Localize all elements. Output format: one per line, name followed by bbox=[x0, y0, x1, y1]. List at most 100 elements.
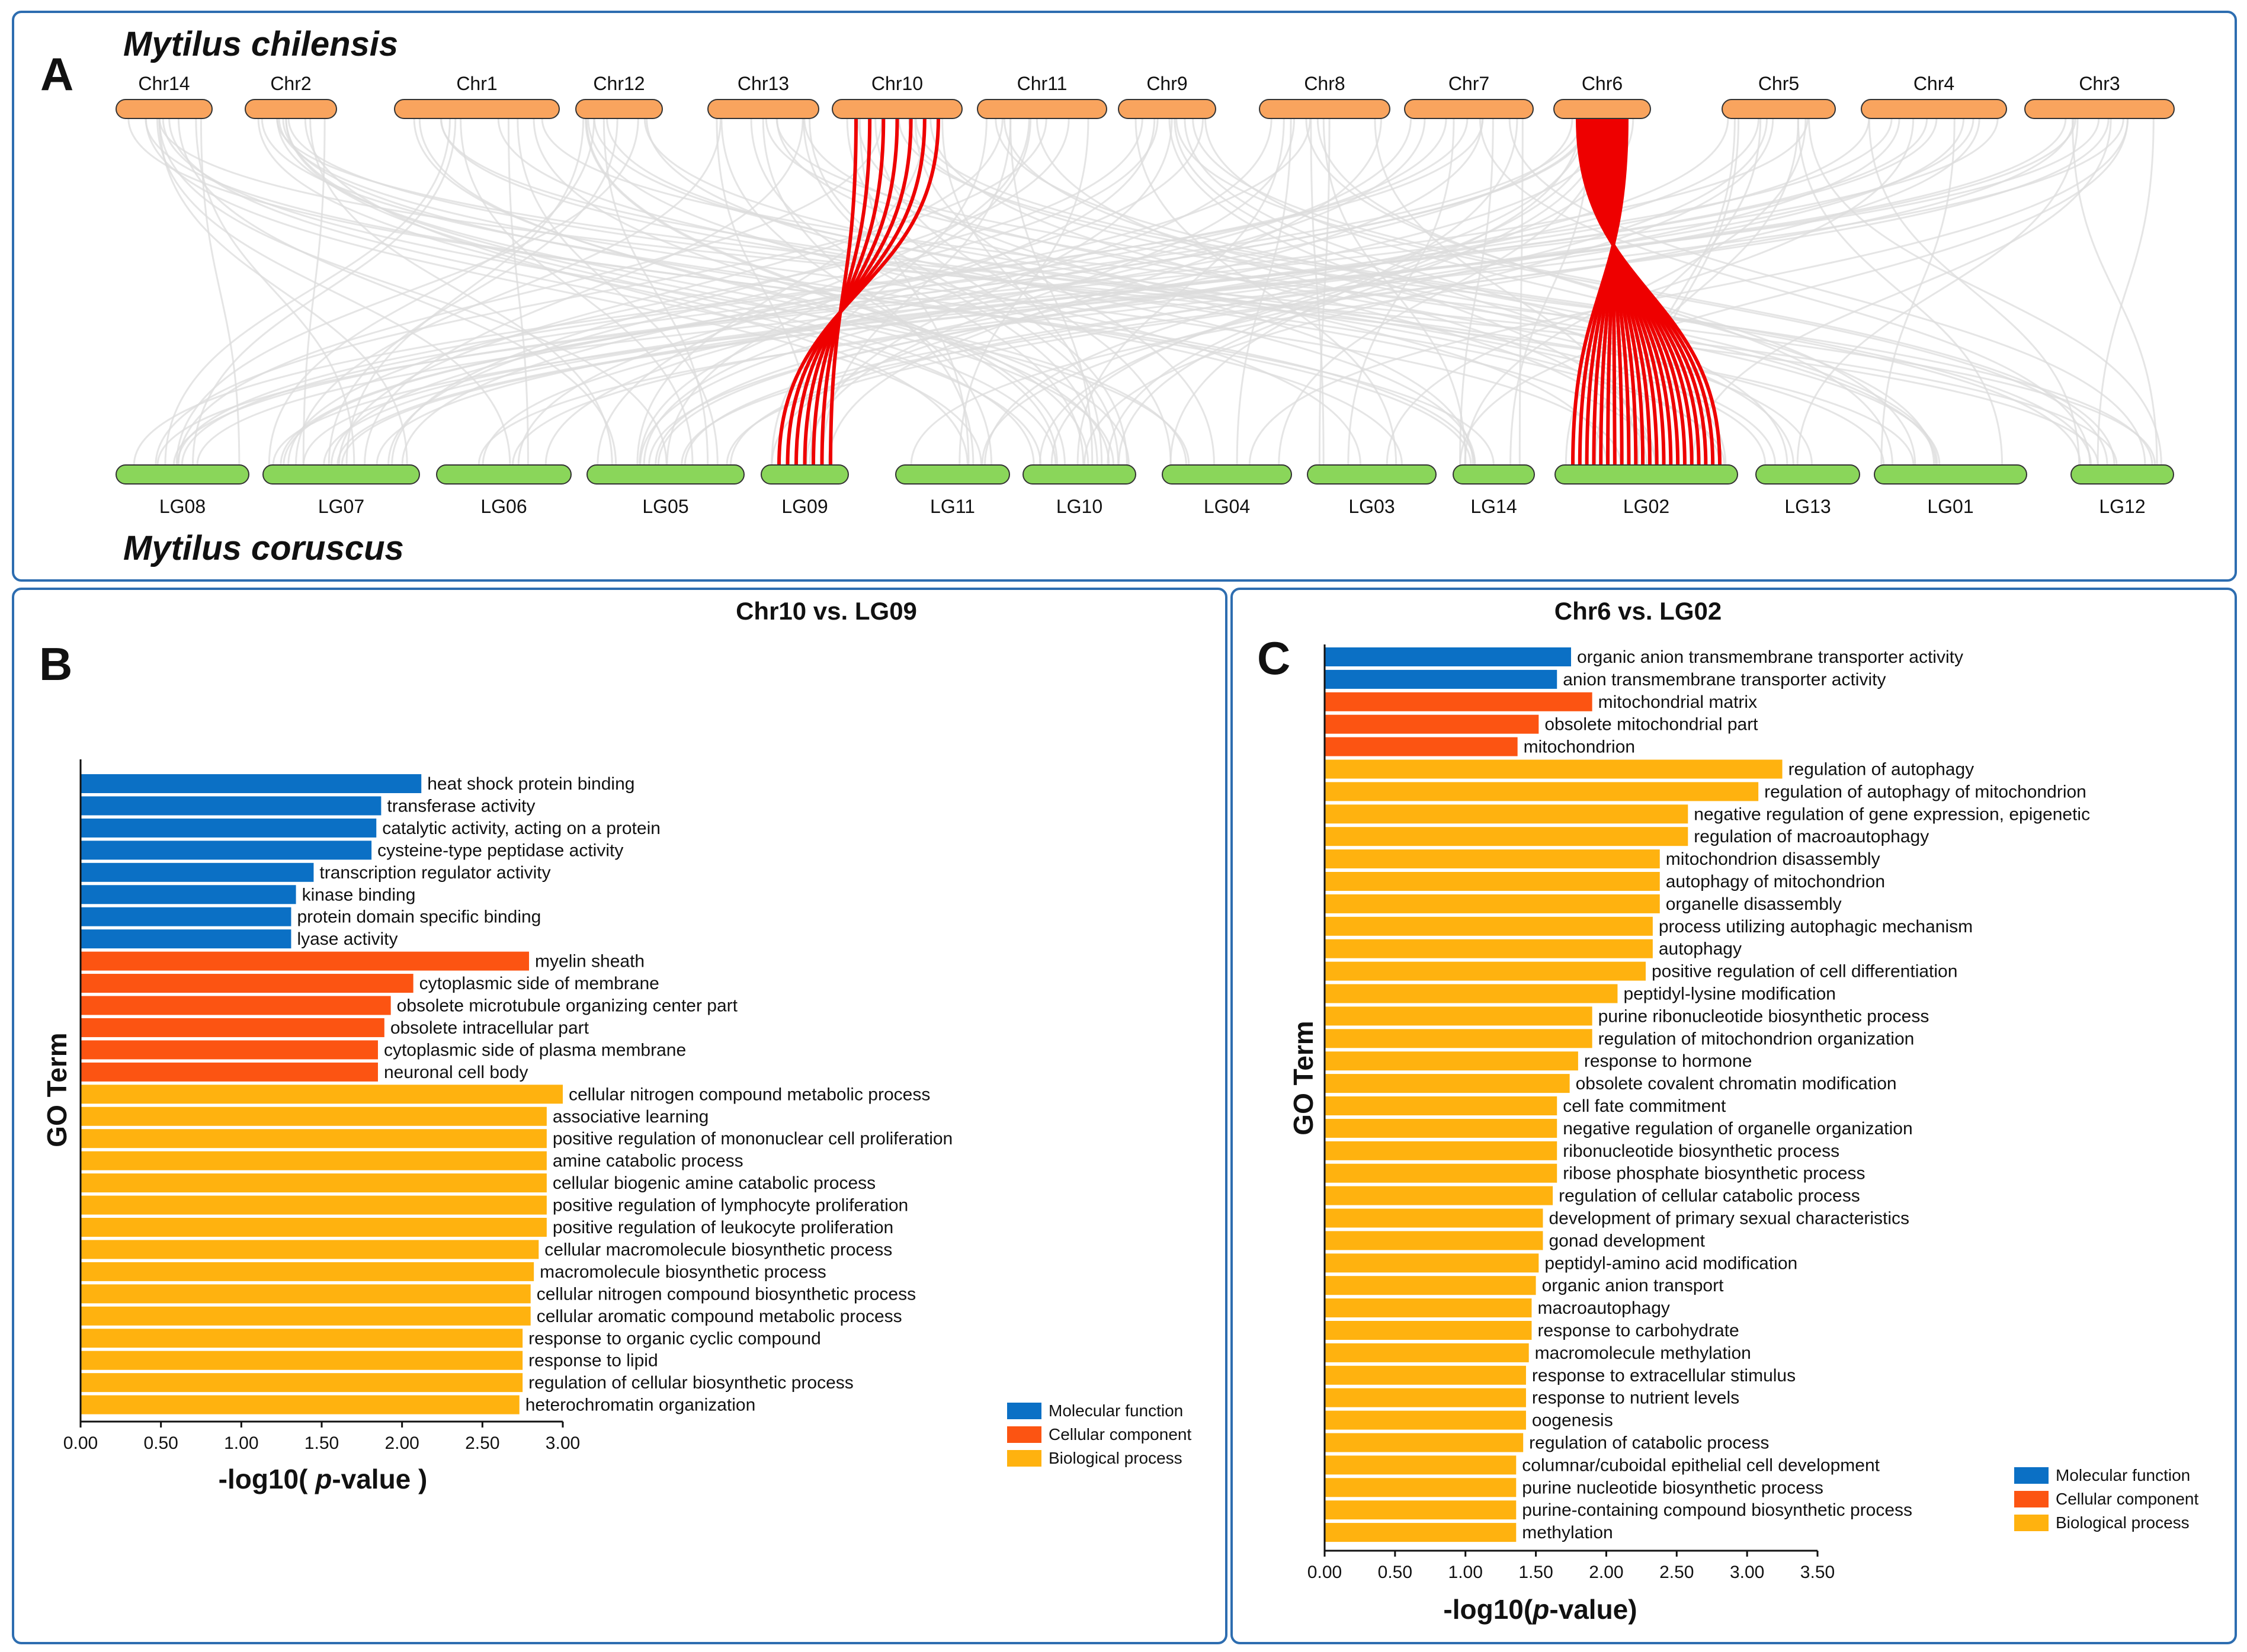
bar-kinase-binding bbox=[81, 885, 296, 904]
chromosome-label-chr5: Chr5 bbox=[1758, 73, 1799, 94]
bar-macromolecule-methylation bbox=[1325, 1343, 1529, 1362]
legend-label-biological-process: Biological process bbox=[1049, 1449, 1182, 1467]
chromosome-label-lg14: LG14 bbox=[1470, 496, 1517, 517]
term-label-heterochromatin-organization: heterochromatin organization bbox=[525, 1396, 756, 1415]
bar-anion-transmembrane-transporter-activity bbox=[1325, 669, 1557, 689]
bar-catalytic-activity-acting-on-a-protein bbox=[81, 818, 377, 838]
bar-cellular-nitrogen-compound-biosynthetic-process bbox=[81, 1284, 531, 1304]
chromosome-label-chr9: Chr9 bbox=[1146, 73, 1187, 94]
synteny-link bbox=[646, 118, 1476, 466]
synteny-link bbox=[268, 118, 595, 466]
synteny-link bbox=[175, 118, 639, 466]
chart-c-bars: organic anion transmembrane transporter … bbox=[1325, 647, 2090, 1542]
synteny-link bbox=[338, 118, 1004, 466]
term-label-macromolecule-biosynthetic-process: macromolecule biosynthetic process bbox=[540, 1262, 826, 1282]
synteny-link bbox=[1236, 118, 1292, 466]
bar-regulation-of-cellular-biosynthetic-process bbox=[81, 1373, 523, 1393]
term-label-positive-regulation-of-lymphocyte-proliferation: positive regulation of lymphocyte prolif… bbox=[553, 1196, 908, 1215]
synteny-link bbox=[1107, 118, 1582, 466]
synteny-link bbox=[440, 118, 1725, 466]
x-tick-label: 1.50 bbox=[304, 1433, 339, 1453]
bar-response-to-lipid bbox=[81, 1351, 523, 1370]
term-label-regulation-of-autophagy-of-mitochondrion: regulation of autophagy of mitochondrion bbox=[1764, 782, 2086, 801]
synteny-link bbox=[684, 118, 1965, 466]
bar-obsolete-mitochondrial-part bbox=[1325, 714, 1539, 734]
x-tick-label: 2.50 bbox=[1659, 1563, 1694, 1582]
synteny-link bbox=[1184, 118, 1788, 466]
chromosome-label-chr8: Chr8 bbox=[1304, 73, 1345, 94]
highlighted-link-chr6-lg02 bbox=[1592, 118, 1673, 466]
chromosome-label-lg12: LG12 bbox=[2099, 496, 2145, 517]
chart-c-xlabel: -log10(p-value) bbox=[1443, 1594, 1637, 1625]
chromosome-label-lg09: LG09 bbox=[781, 496, 828, 517]
bar-organic-anion-transmembrane-transporter-activity bbox=[1325, 647, 1571, 666]
term-label-positive-regulation-of-cell-differentiation: positive regulation of cell differentiat… bbox=[1652, 962, 1957, 981]
chart-b-legend: Molecular function Cellular component Biol… bbox=[1007, 1401, 1191, 1467]
bar-obsolete-microtubule-organizing-center-part bbox=[81, 996, 391, 1015]
chromosome-chr4 bbox=[1861, 99, 2007, 119]
term-label-peptidyl-lysine-modification: peptidyl-lysine modification bbox=[1623, 984, 1836, 1004]
chromosome-label-chr2: Chr2 bbox=[270, 73, 311, 94]
chromosome-lg09 bbox=[761, 464, 849, 485]
term-label-mitochondrial-matrix: mitochondrial matrix bbox=[1598, 692, 1757, 712]
bottom-species-label: Mytilus coruscus bbox=[123, 529, 404, 567]
bar-regulation-of-macroautophagy bbox=[1325, 827, 1688, 846]
bar-heterochromatin-organization bbox=[81, 1395, 520, 1414]
highlighted-link-chr10-lg09 bbox=[829, 118, 858, 466]
chromosome-label-chr4: Chr4 bbox=[1913, 73, 1954, 94]
chromosome-label-chr14: Chr14 bbox=[138, 73, 190, 94]
term-label-cellular-aromatic-compound-metabolic-process: cellular aromatic compound metabolic pro… bbox=[537, 1307, 902, 1326]
synteny-link bbox=[2097, 118, 2155, 466]
term-label-macromolecule-methylation: macromolecule methylation bbox=[1535, 1343, 1751, 1363]
chromosome-chr11 bbox=[977, 99, 1107, 119]
chromosome-chr14 bbox=[116, 99, 213, 119]
synteny-link bbox=[304, 118, 969, 466]
bar-mitochondrion bbox=[1325, 737, 1518, 756]
bar-cytoplasmic-side-of-plasma-membrane bbox=[81, 1040, 378, 1060]
synteny-link bbox=[636, 118, 927, 466]
synteny-link bbox=[805, 118, 1296, 466]
bar-mitochondrion-disassembly bbox=[1325, 849, 1660, 869]
chart-c-legend: Molecular function Cellular component Biol… bbox=[2014, 1466, 2198, 1532]
chromosome-lg03 bbox=[1307, 464, 1437, 485]
highlighted-link-chr6-lg02 bbox=[1578, 118, 1715, 466]
synteny-link bbox=[655, 118, 1613, 466]
highlighted-link-chr6-lg02 bbox=[1601, 118, 1645, 466]
bar-autophagy-of-mitochondrion bbox=[1325, 872, 1660, 891]
bar-cellular-aromatic-compound-metabolic-process bbox=[81, 1306, 531, 1326]
synteny-link bbox=[1459, 118, 2129, 466]
bar-heat-shock-protein-binding bbox=[81, 774, 422, 793]
legend-swatch-biological-process bbox=[2014, 1515, 2049, 1531]
chromosome-chr3 bbox=[2024, 99, 2175, 119]
bar-cell-fate-commitment bbox=[1325, 1096, 1557, 1115]
term-label-response-to-hormone: response to hormone bbox=[1584, 1051, 1752, 1071]
synteny-link bbox=[1083, 118, 1774, 466]
term-label-organelle-disassembly: organelle disassembly bbox=[1666, 894, 1842, 914]
chromosome-lg02 bbox=[1554, 464, 1738, 485]
bar-response-to-carbohydrate bbox=[1325, 1321, 1532, 1340]
bar-cellular-nitrogen-compound-metabolic-process bbox=[81, 1085, 563, 1104]
term-label-purine-containing-compound-biosynthetic-process: purine-containing compound biosynthetic … bbox=[1522, 1500, 1912, 1520]
term-label-regulation-of-macroautophagy: regulation of macroautophagy bbox=[1694, 827, 1929, 846]
synteny-link bbox=[1479, 118, 2091, 466]
term-label-amine-catabolic-process: amine catabolic process bbox=[553, 1151, 743, 1171]
chromosome-chr10 bbox=[832, 99, 963, 119]
chromosome-lg14 bbox=[1453, 464, 1535, 485]
chart-b-ylabel: GO Term bbox=[41, 1032, 72, 1147]
term-label-cellular-nitrogen-compound-metabolic-process: cellular nitrogen compound metabolic pro… bbox=[569, 1085, 930, 1104]
term-label-protein-domain-specific-binding: protein domain specific binding bbox=[297, 907, 541, 927]
chromosome-label-lg02: LG02 bbox=[1623, 496, 1669, 517]
synteny-link bbox=[133, 118, 1484, 466]
chromosome-label-lg03: LG03 bbox=[1348, 496, 1395, 517]
chromosome-label-chr1: Chr1 bbox=[456, 73, 497, 94]
term-label-development-of-primary-sexual-characteristics: development of primary sexual characteri… bbox=[1549, 1209, 1909, 1228]
synteny-link bbox=[762, 118, 975, 466]
chromosome-lg13 bbox=[1755, 464, 1860, 485]
synteny-link bbox=[164, 118, 451, 466]
term-label-purine-ribonucleotide-biosynthetic-process: purine ribonucleotide biosynthetic proce… bbox=[1598, 1006, 1929, 1026]
synteny-link bbox=[1868, 118, 2081, 466]
chromosome-label-lg08: LG08 bbox=[159, 496, 206, 517]
bar-autophagy bbox=[1325, 939, 1653, 958]
term-label-regulation-of-mitochondrion-organization: regulation of mitochondrion organization bbox=[1598, 1029, 1915, 1048]
chromosome-chr13 bbox=[707, 99, 819, 119]
